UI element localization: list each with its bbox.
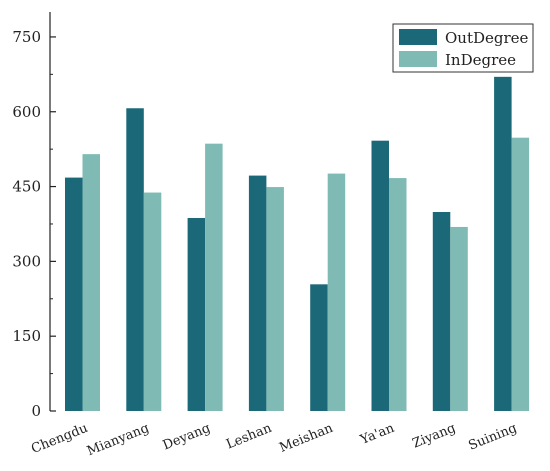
bar-chengdu-indegree: [82, 154, 100, 411]
y-tick-label: 300: [12, 252, 41, 270]
x-tick-label-meishan: Meishan: [277, 421, 335, 456]
bar-ya-an-outdegree: [371, 140, 389, 411]
bar-leshan-indegree: [266, 187, 284, 411]
y-tick-label: 150: [12, 327, 41, 345]
x-tick-label-deyang: Deyang: [161, 421, 213, 454]
bar-deyang-outdegree: [187, 217, 206, 411]
bar-mianyang-indegree: [143, 192, 162, 411]
y-tick-label: 750: [12, 28, 41, 46]
bars-group: [65, 76, 530, 412]
y-tick-label: 450: [12, 178, 41, 196]
bar-meishan-outdegree: [310, 284, 328, 411]
legend-swatch-outdegree: [399, 29, 437, 45]
bar-chengdu-outdegree: [65, 177, 83, 411]
bar-suining-indegree: [511, 137, 530, 411]
x-tick-label-mianyang: Mianyang: [85, 421, 151, 459]
bar-mianyang-outdegree: [126, 108, 144, 411]
y-tick-label: 0: [31, 402, 41, 420]
y-tick-label: 600: [12, 103, 41, 121]
legend-swatch-indegree: [399, 51, 437, 67]
bar-deyang-indegree: [205, 143, 223, 412]
bar-ya-an-indegree: [389, 178, 407, 411]
y-axis-ticks: 0 150 300 450 600 750: [12, 28, 56, 420]
legend-label-indegree: InDegree: [445, 51, 516, 69]
bar-ziyang-indegree: [450, 226, 468, 411]
x-tick-label-chengdu: Chengdu: [29, 421, 90, 457]
bar-ziyang-outdegree: [432, 212, 451, 411]
bar-meishan-indegree: [327, 173, 346, 411]
legend: OutDegree InDegree: [392, 23, 534, 73]
bar-leshan-outdegree: [248, 175, 267, 411]
x-tick-label-ya-an: Ya'an: [357, 421, 397, 449]
x-tick-label-suining: Suining: [466, 421, 519, 454]
x-tick-label-ziyang: Ziyang: [410, 421, 457, 452]
bar-suining-outdegree: [494, 76, 512, 411]
x-tick-label-leshan: Leshan: [224, 421, 274, 453]
legend-label-outdegree: OutDegree: [445, 29, 529, 47]
